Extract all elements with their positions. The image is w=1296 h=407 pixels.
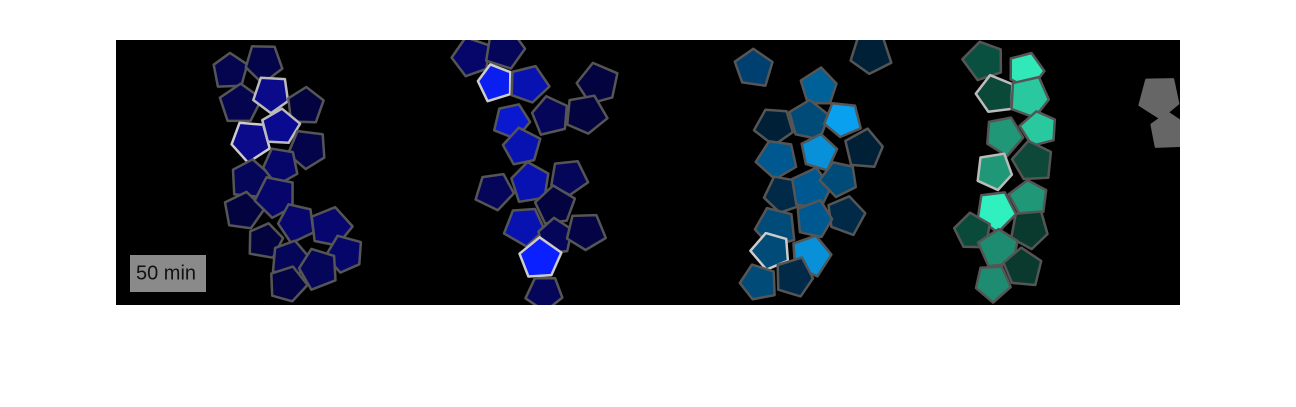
cell bbox=[575, 61, 619, 105]
cell bbox=[533, 184, 577, 225]
cell bbox=[510, 64, 551, 104]
cell bbox=[754, 140, 798, 181]
cell bbox=[974, 265, 1012, 304]
cell bbox=[961, 40, 1003, 82]
cell bbox=[474, 172, 516, 212]
time-label: 50 min bbox=[136, 262, 196, 284]
cell bbox=[776, 256, 815, 298]
cell bbox=[1009, 210, 1049, 251]
cell bbox=[1018, 110, 1057, 147]
cell bbox=[827, 195, 867, 237]
cell bbox=[565, 213, 608, 252]
cell bbox=[230, 121, 271, 164]
cell bbox=[1138, 78, 1180, 120]
cell bbox=[844, 127, 884, 169]
cell bbox=[733, 47, 774, 87]
cell bbox=[976, 152, 1014, 192]
cell bbox=[530, 94, 569, 136]
cell bbox=[1002, 246, 1043, 287]
cell bbox=[297, 247, 337, 291]
cell bbox=[796, 198, 834, 239]
cell bbox=[244, 45, 284, 85]
cell bbox=[799, 66, 838, 105]
cell bbox=[752, 108, 795, 147]
cell bbox=[450, 40, 491, 78]
cell bbox=[476, 63, 512, 103]
cell bbox=[818, 161, 858, 199]
cell bbox=[501, 126, 542, 166]
cell bbox=[1150, 111, 1180, 148]
cell bbox=[749, 231, 790, 271]
cell bbox=[986, 116, 1025, 158]
cell bbox=[788, 98, 831, 141]
cell bbox=[849, 40, 893, 76]
cell bbox=[565, 94, 609, 135]
cell bbox=[212, 51, 249, 88]
cell bbox=[524, 276, 564, 305]
cell bbox=[738, 263, 776, 301]
cell-layer bbox=[212, 40, 1180, 305]
cell bbox=[287, 85, 325, 124]
cell bbox=[518, 236, 563, 278]
cell bbox=[1007, 178, 1048, 218]
cell bbox=[286, 129, 326, 171]
cell bbox=[484, 40, 527, 70]
cell bbox=[1010, 75, 1051, 119]
cell bbox=[1010, 139, 1053, 181]
cell bbox=[261, 147, 299, 187]
cell bbox=[270, 265, 309, 303]
cell bbox=[253, 176, 294, 220]
cell bbox=[822, 101, 862, 139]
time-label-box bbox=[130, 255, 206, 292]
cell bbox=[261, 107, 302, 145]
